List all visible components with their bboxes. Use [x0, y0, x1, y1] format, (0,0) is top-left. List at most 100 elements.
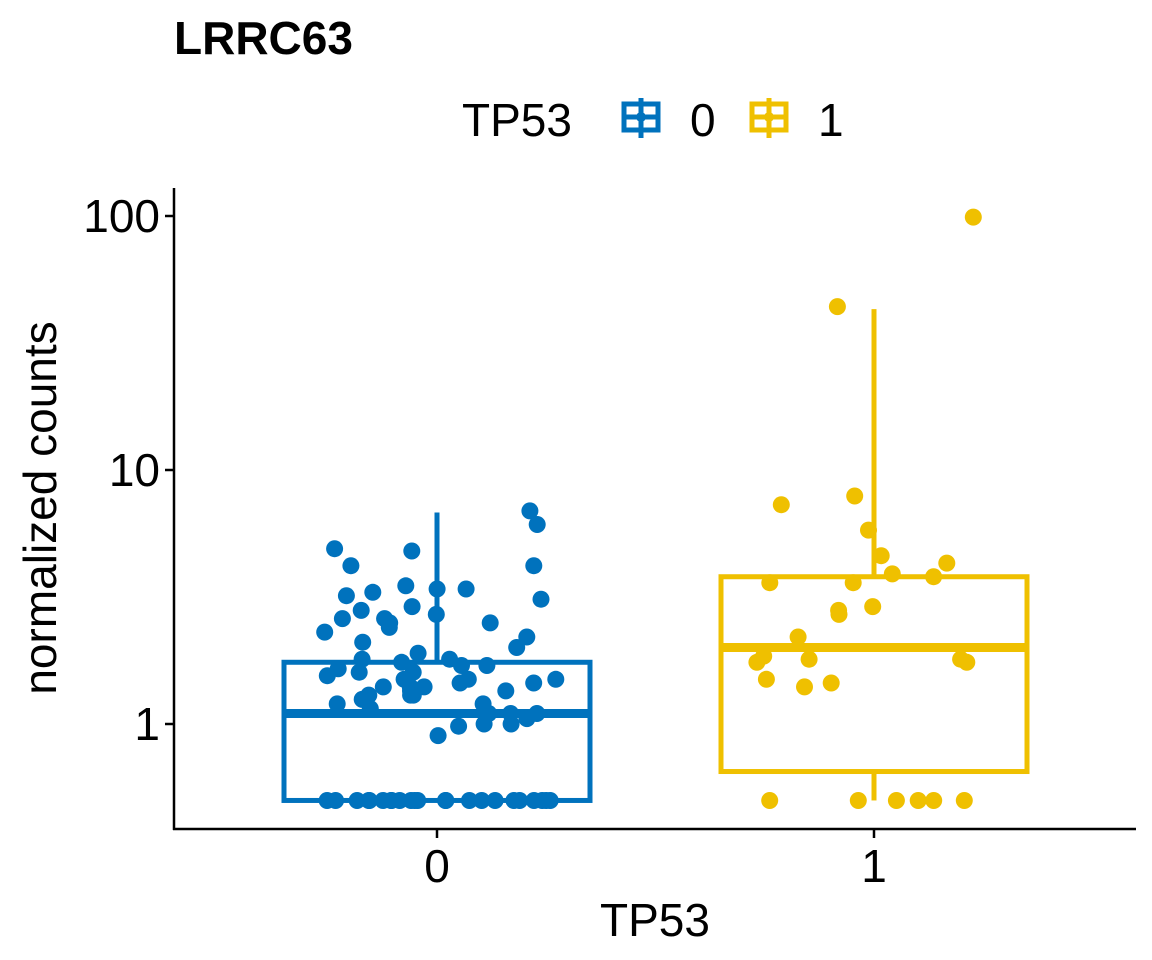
data-point: [958, 653, 976, 671]
x-axis-label: TP53: [600, 894, 710, 946]
x-tick-label: 1: [861, 840, 887, 892]
data-point: [328, 695, 346, 713]
data-point: [453, 657, 470, 674]
data-point: [353, 650, 371, 668]
legend-key-0: [621, 98, 661, 138]
data-point: [409, 792, 427, 809]
data-point: [383, 792, 401, 809]
data-point: [955, 792, 973, 809]
legend-label-1: 1: [818, 94, 844, 146]
data-point: [457, 580, 475, 598]
data-point: [364, 583, 382, 601]
data-point: [481, 614, 499, 632]
points-1: [748, 208, 982, 809]
data-point: [925, 568, 943, 586]
data-point: [757, 670, 775, 688]
data-point: [528, 516, 546, 533]
points-0: [316, 502, 565, 809]
data-point: [909, 792, 927, 809]
data-point: [849, 792, 867, 809]
legend: TP53 0 1: [462, 94, 844, 146]
data-point: [772, 496, 790, 514]
data-point: [761, 792, 779, 809]
data-point: [393, 653, 411, 671]
data-point: [361, 700, 379, 718]
data-point: [348, 792, 366, 809]
chart-title: LRRC63: [174, 12, 353, 64]
data-point: [473, 792, 491, 809]
data-point: [333, 610, 351, 628]
data-point: [525, 557, 543, 575]
data-point: [352, 601, 370, 619]
data-point: [486, 792, 504, 809]
data-point: [428, 580, 446, 598]
data-point: [475, 715, 493, 733]
data-point: [860, 521, 877, 539]
data-point: [525, 674, 543, 692]
data-point: [830, 605, 848, 623]
y-tick-label: 1: [134, 698, 160, 750]
data-point: [354, 633, 372, 651]
box-iqr: [718, 574, 1030, 775]
data-point: [374, 678, 392, 696]
data-point: [964, 208, 982, 226]
data-point: [478, 657, 496, 674]
y-tick-label: 100: [83, 190, 160, 242]
data-point: [397, 577, 415, 595]
data-point: [318, 667, 336, 685]
data-point: [508, 639, 526, 656]
plot-area: [281, 208, 1030, 809]
data-point: [497, 682, 515, 700]
data-point: [761, 574, 779, 592]
data-point: [938, 554, 956, 572]
data-point: [409, 644, 427, 662]
data-point: [403, 598, 421, 616]
data-point: [337, 587, 355, 605]
data-point: [521, 502, 539, 520]
legend-key-1: [749, 98, 789, 138]
legend-title: TP53: [462, 94, 572, 146]
data-point: [437, 792, 455, 809]
data-point: [864, 598, 882, 616]
box-iqr: [281, 659, 593, 803]
data-point: [796, 678, 813, 696]
data-point: [846, 487, 864, 505]
axes: 1 10 100 0 1: [83, 190, 887, 892]
data-point: [403, 542, 421, 560]
data-point: [326, 540, 344, 558]
legend-label-0: 0: [690, 94, 716, 146]
y-tick-label: 10: [109, 444, 160, 496]
x-tick-label: 0: [424, 840, 450, 892]
data-point: [460, 792, 478, 809]
data-point: [518, 710, 536, 728]
data-point: [844, 574, 862, 592]
data-point: [789, 628, 807, 646]
data-point: [532, 590, 550, 608]
data-point: [450, 717, 468, 735]
data-point: [872, 547, 890, 565]
data-point: [800, 650, 818, 668]
data-point: [316, 623, 334, 641]
data-point: [429, 727, 447, 745]
data-point: [402, 686, 420, 704]
data-point: [360, 792, 378, 809]
data-point: [883, 565, 901, 583]
data-point: [887, 792, 905, 809]
data-point: [518, 628, 536, 646]
data-point: [822, 674, 840, 692]
data-point: [547, 670, 565, 688]
data-point: [342, 557, 360, 575]
data-point: [502, 715, 520, 733]
data-point: [533, 792, 551, 809]
data-point: [748, 653, 766, 671]
data-point: [380, 618, 398, 636]
data-point: [925, 792, 943, 809]
y-axis-label: normalized counts: [14, 321, 66, 694]
data-point: [451, 674, 469, 692]
data-point: [327, 792, 345, 809]
data-point: [828, 298, 846, 316]
data-point: [350, 663, 368, 681]
data-point: [511, 792, 529, 809]
data-point: [427, 605, 445, 623]
